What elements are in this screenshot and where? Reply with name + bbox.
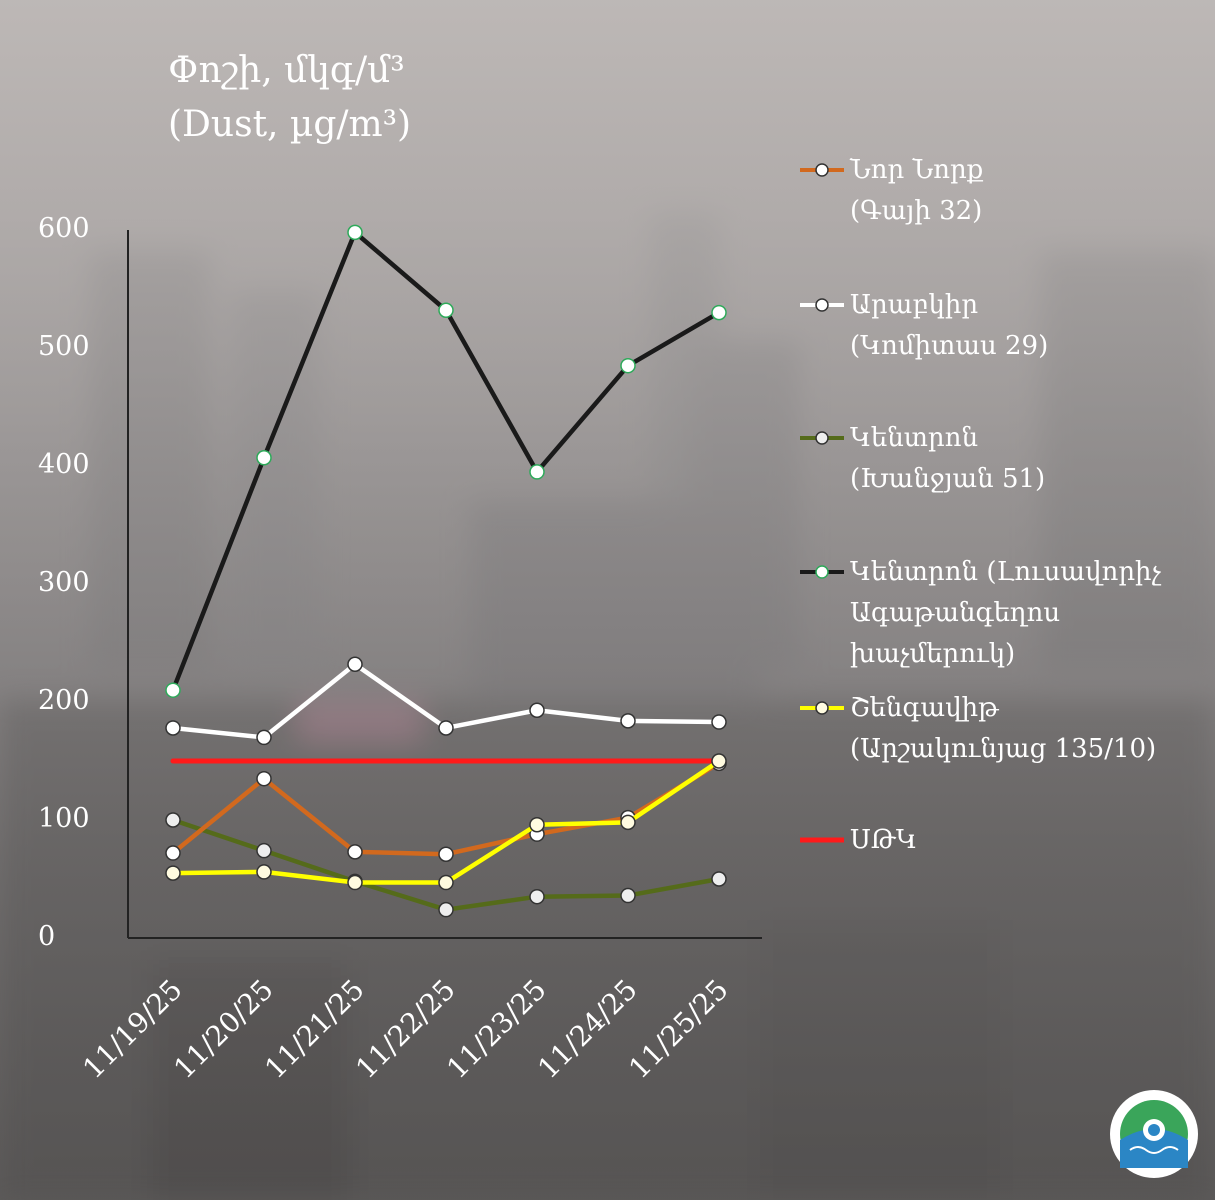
data-point (711, 753, 727, 769)
legend-label-line: (Խանջյան 51) (850, 464, 1046, 494)
legend-label-line: (Արշակունյաց 135/10) (850, 734, 1157, 764)
legend-label-line: Ագաթանգեղոս (850, 598, 1061, 628)
legend-label-line: (Կոմիտաս 29) (850, 331, 1049, 361)
data-point (256, 842, 272, 859)
data-point (347, 844, 363, 860)
data-point (256, 449, 272, 466)
y-tick-label: 100 (38, 803, 90, 834)
legend-label: Կենտրոն (Խանջյան 51) (850, 418, 1045, 500)
legend-dot (815, 701, 829, 715)
series-layer (165, 224, 727, 918)
y-tick-label: 600 (38, 213, 90, 244)
series-line (170, 761, 722, 857)
data-point (165, 682, 181, 698)
series-line (170, 230, 722, 693)
data-point (438, 846, 454, 862)
legend-marker (800, 431, 844, 445)
legend-dot (815, 431, 829, 445)
chart-title-line2: (Dust, µg/m³) (168, 104, 412, 145)
legend-marker (800, 701, 844, 715)
y-tick-label: 200 (38, 685, 90, 716)
data-point (165, 720, 181, 736)
chart-title-line1: Փոշի, մկգ/մ³ (168, 50, 405, 91)
data-point (438, 874, 454, 891)
data-point (347, 874, 363, 891)
series-1 (165, 656, 727, 746)
data-point (620, 887, 636, 904)
series-3 (165, 224, 727, 698)
legend-dot (815, 298, 829, 312)
data-point (711, 871, 727, 887)
data-point (438, 720, 454, 736)
legend-label-line: (Գայի 32) (850, 196, 983, 226)
series-4 (165, 753, 727, 891)
data-point (165, 865, 181, 881)
series-line (170, 817, 722, 912)
y-tick-label: 400 (38, 449, 90, 480)
data-point (256, 864, 272, 880)
legend-label-line: Կենտրոն (Լուսավորիչ (850, 557, 1162, 587)
data-point (347, 656, 363, 672)
legend-label-line: ՍԹԿ (850, 825, 917, 855)
legend-marker (800, 298, 844, 312)
data-point (165, 812, 181, 828)
data-point (620, 814, 636, 831)
legend-label: Շենգավիթ (Արշակունյաց 135/10) (850, 688, 1156, 770)
data-point (256, 729, 272, 746)
data-point (529, 464, 545, 480)
legend-label-line: Արաբկիր (850, 290, 979, 320)
data-point (165, 845, 181, 861)
data-point (438, 901, 454, 918)
data-point (529, 888, 545, 905)
data-point (711, 304, 727, 321)
y-tick-label: 500 (38, 331, 90, 362)
legend-label-line: Կենտրոն (850, 423, 979, 453)
y-tick-label: 0 (38, 921, 56, 952)
legend-label-line: խաչմերուկ) (850, 639, 1016, 669)
data-point (256, 770, 272, 787)
legend-dot (815, 163, 829, 177)
y-tick-label: 300 (38, 567, 90, 598)
ministry-logo-emblem (1110, 1090, 1198, 1178)
legend-marker (800, 565, 844, 579)
legend-marker (800, 837, 844, 843)
series-line (170, 758, 722, 885)
legend-label: Կենտրոն (Լուսավորիչ Ագաթանգեղոս խաչմերուկ) (850, 552, 1161, 675)
legend-dot (815, 565, 829, 579)
legend-label: ՍԹԿ (850, 820, 917, 861)
data-point (711, 714, 727, 730)
chart-title: Փոշի, մկգ/մ³ (Dust, µg/m³) (168, 44, 411, 152)
data-point (438, 302, 454, 318)
legend-label: Արաբկիր (Կոմիտաս 29) (850, 285, 1048, 367)
data-point (347, 224, 363, 241)
data-point (620, 357, 636, 374)
legend-marker (800, 163, 844, 177)
legend-label-line: Շենգավիթ (850, 693, 999, 723)
legend-label-line: Նոր Նորք (850, 155, 984, 185)
series-2 (165, 812, 727, 918)
data-point (529, 816, 545, 833)
data-point (620, 713, 636, 729)
data-point (529, 702, 545, 719)
legend-label: Նոր Նորք (Գայի 32) (850, 150, 983, 232)
